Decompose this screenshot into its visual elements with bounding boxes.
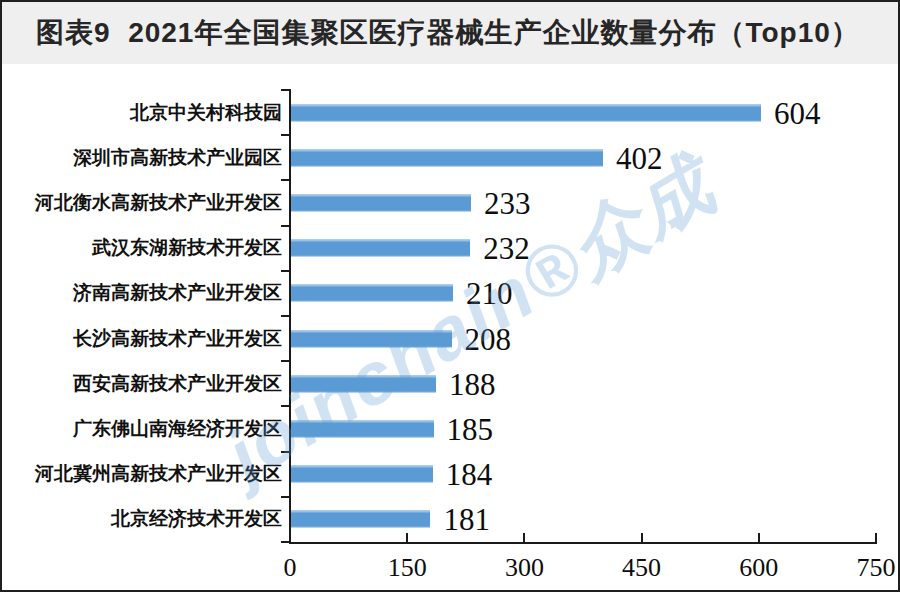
x-tick-label: 300: [505, 553, 544, 583]
category-label: 长沙高新技术产业开发区: [2, 326, 289, 352]
x-axis-line: [289, 542, 877, 544]
category-label: 河北衡水高新技术产业开发区: [2, 190, 289, 216]
category-label: 武汉东湖新技术开发区: [2, 235, 289, 261]
chart-row: 深圳市高新技术产业园区 402: [2, 135, 898, 180]
bar-area: 181: [289, 497, 898, 542]
category-label: 河北冀州高新技术产业开发区: [2, 461, 289, 487]
value-label: 185: [447, 414, 494, 445]
chart-row: 河北衡水高新技术产业开发区 233: [2, 180, 898, 225]
category-label: 广东佛山南海经济开发区: [2, 416, 289, 442]
value-label: 233: [484, 188, 531, 219]
value-label: 402: [616, 142, 663, 173]
bar-area: 604: [289, 90, 898, 135]
y-axis-line: [289, 89, 291, 544]
x-tick-label: 450: [622, 553, 661, 583]
bar[interactable]: [289, 330, 452, 347]
bar-area: 185: [289, 406, 898, 451]
category-label: 济南高新技术产业开发区: [2, 280, 289, 306]
bar[interactable]: [289, 466, 433, 483]
value-label: 181: [443, 504, 490, 535]
chart-row: 河北冀州高新技术产业开发区 184: [2, 452, 898, 497]
bar[interactable]: [289, 421, 434, 438]
x-tick: [758, 533, 760, 542]
value-label: 232: [483, 233, 530, 264]
bar[interactable]: [289, 104, 761, 121]
chart-row: 西安高新技术产业开发区 188: [2, 361, 898, 406]
x-tick: [523, 533, 525, 542]
x-tick: [641, 533, 643, 542]
x-tick-label: 750: [857, 553, 896, 583]
bar[interactable]: [289, 285, 453, 302]
x-tick-label: 600: [739, 553, 778, 583]
y-tick: [281, 496, 289, 498]
y-tick: [281, 451, 289, 453]
value-label: 188: [449, 368, 496, 399]
chart-row: 济南高新技术产业开发区 210: [2, 271, 898, 316]
category-label: 北京经济技术开发区: [2, 506, 289, 532]
value-label: 208: [465, 323, 512, 354]
y-tick: [281, 225, 289, 227]
y-tick: [281, 405, 289, 407]
bar-area: 208: [289, 316, 898, 361]
chart-row: 北京中关村科技园 604: [2, 90, 898, 135]
value-label: 604: [774, 97, 821, 128]
bar[interactable]: [289, 375, 436, 392]
y-tick: [281, 134, 289, 136]
bar-area: 188: [289, 361, 898, 406]
x-tick: [406, 533, 408, 542]
bar-chart: 北京中关村科技园 604 深圳市高新技术产业园区 402 河北衡水高新技术产业开…: [2, 90, 898, 542]
value-label: 184: [446, 459, 493, 490]
chart-row: 长沙高新技术产业开发区 208: [2, 316, 898, 361]
bar-area: 184: [289, 452, 898, 497]
bar-area: 233: [289, 180, 898, 225]
bar[interactable]: [289, 149, 603, 166]
x-tick: [875, 533, 877, 542]
title-bar: 图表9 2021年全国集聚区医疗器械生产企业数量分布（Top10）: [2, 2, 898, 64]
x-tick-label: 150: [388, 553, 427, 583]
chart-frame: 图表9 2021年全国集聚区医疗器械生产企业数量分布（Top10） 北京中关村科…: [0, 0, 900, 592]
y-tick: [281, 541, 289, 543]
bar[interactable]: [289, 511, 430, 528]
chart-row: 广东佛山南海经济开发区 185: [2, 406, 898, 451]
bar-area: 402: [289, 135, 898, 180]
category-label: 北京中关村科技园: [2, 100, 289, 126]
y-tick: [281, 315, 289, 317]
bar[interactable]: [289, 195, 471, 212]
y-tick: [281, 360, 289, 362]
y-tick: [281, 89, 289, 91]
value-label: 210: [466, 278, 513, 309]
x-tick-label: 0: [284, 553, 297, 583]
bar-area: 210: [289, 271, 898, 316]
chart-row: 武汉东湖新技术开发区 232: [2, 226, 898, 271]
chart-title: 图表9 2021年全国集聚区医疗器械生产企业数量分布（Top10）: [2, 14, 860, 52]
y-tick: [281, 179, 289, 181]
category-label: 深圳市高新技术产业园区: [2, 145, 289, 171]
bar[interactable]: [289, 240, 470, 257]
bar-area: 232: [289, 226, 898, 271]
chart-row: 北京经济技术开发区 181: [2, 497, 898, 542]
y-tick: [281, 270, 289, 272]
category-label: 西安高新技术产业开发区: [2, 371, 289, 397]
